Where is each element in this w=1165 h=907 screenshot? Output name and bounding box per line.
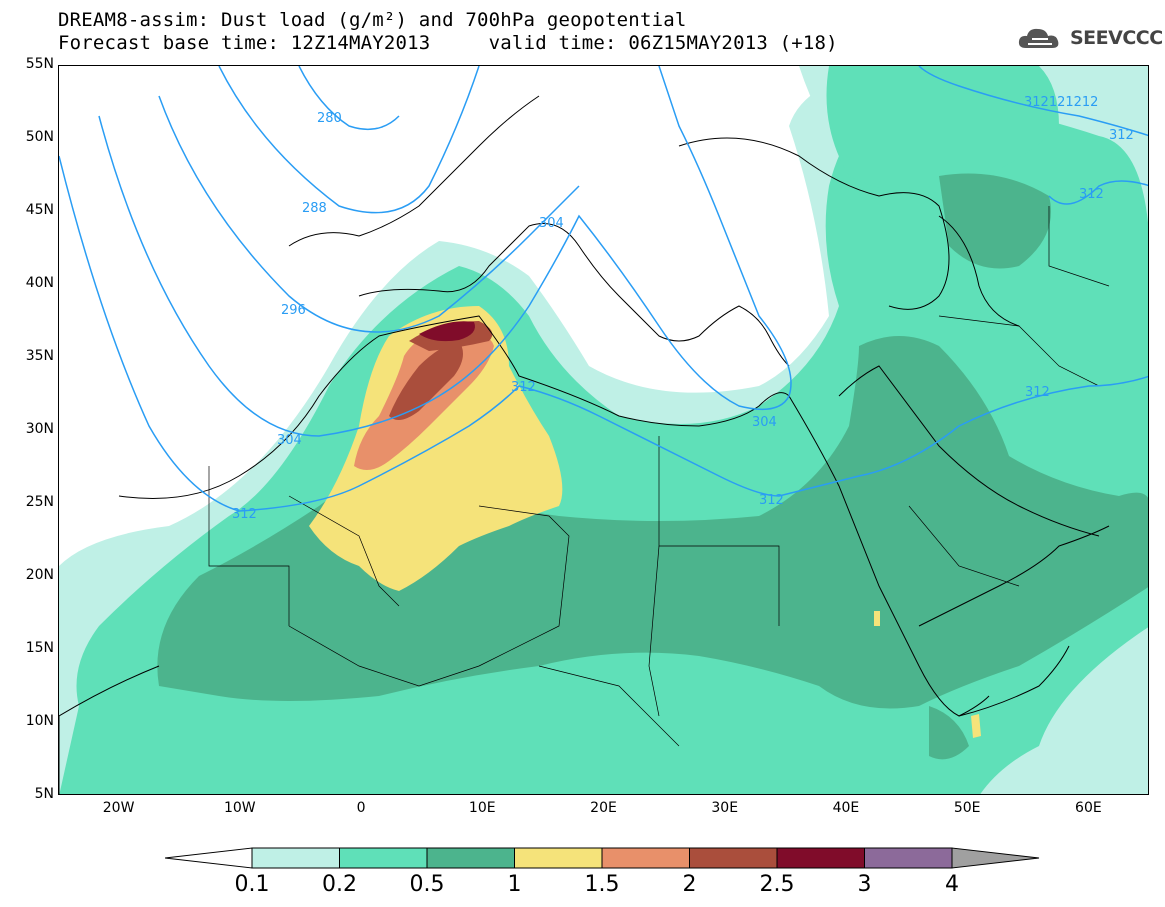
lat-label: 15N xyxy=(25,640,54,656)
lon-label: 40E xyxy=(832,800,860,816)
contour-label-304: 304 xyxy=(277,433,302,448)
dust-layer-0-5 xyxy=(157,173,1148,760)
country-borders xyxy=(208,206,1110,747)
contour-label-312: 312 xyxy=(1109,128,1134,143)
lat-label: 10N xyxy=(25,713,54,729)
contour-label-312: 312 xyxy=(759,493,784,508)
forecast-time-line: Forecast base time: 12Z14MAY2013 valid t… xyxy=(58,33,838,53)
contour-label-288: 288 xyxy=(302,201,327,216)
dust-map: 280 288 296 304 304 304 312 312 312 312 … xyxy=(59,66,1148,794)
lon-label: 10E xyxy=(468,800,496,816)
colorbar-label: 2 xyxy=(682,872,697,897)
lon-label: 50E xyxy=(953,800,981,816)
lat-label: 55N xyxy=(25,56,54,72)
colorbar-segment xyxy=(601,847,690,869)
lat-label: 30N xyxy=(25,421,54,437)
colorbar-label: 3 xyxy=(857,872,872,897)
colorbar-segment xyxy=(514,847,603,869)
colorbar-label: 4 xyxy=(945,872,959,897)
colorbar-label: 0.5 xyxy=(409,872,445,897)
contour-label-304: 304 xyxy=(539,216,564,231)
contour-label-296: 296 xyxy=(281,303,306,318)
cloud-icon xyxy=(1018,28,1059,48)
contour-label-312: 312 xyxy=(1025,385,1050,400)
colorbar-label: 1 xyxy=(507,872,522,897)
colorbar-label: 0.1 xyxy=(234,872,270,897)
colorbar-label: 2.5 xyxy=(759,872,795,897)
lon-label: 0 xyxy=(356,800,366,816)
colorbar-segment xyxy=(864,847,953,869)
lon-label: 20E xyxy=(590,800,617,816)
base-time-label: Forecast base time: 12Z14MAY2013 xyxy=(58,32,431,54)
lat-label: 35N xyxy=(25,348,54,364)
contour-label-312: 312 xyxy=(1079,187,1104,202)
geopotential-contours xyxy=(59,66,1148,512)
lon-label: 10W xyxy=(223,800,256,816)
logo-text: SEEVCCC xyxy=(1070,27,1163,49)
colorbar-segment xyxy=(251,847,340,869)
lat-label: 40N xyxy=(25,275,54,291)
map-title: DREAM8-assim: Dust load (g/m²) and 700hP… xyxy=(58,9,687,31)
lat-label: 45N xyxy=(25,202,54,218)
contour-label-312: 312 xyxy=(511,380,536,395)
lat-label: 25N xyxy=(25,494,54,510)
lon-label: 20W xyxy=(102,800,135,816)
seevccc-logo: SEEVCCC xyxy=(1016,24,1163,52)
colorbar-label: 1.5 xyxy=(584,872,620,897)
colorbar-label: 0.2 xyxy=(322,872,357,897)
colorbar-segment xyxy=(776,847,865,869)
colorbar-over-triangle xyxy=(951,847,1040,869)
dust-layer-1 xyxy=(309,306,981,738)
lon-label: 30E xyxy=(711,800,739,816)
contour-label-312121212: 312121212 xyxy=(1024,95,1098,110)
dust-layer-2-5 xyxy=(419,321,475,342)
map-panel: 280 288 296 304 304 304 312 312 312 312 … xyxy=(58,65,1149,795)
colorbar-segment xyxy=(339,847,428,869)
colorbar-segment xyxy=(426,847,515,869)
colorbar-under-triangle xyxy=(165,847,253,869)
contour-label-304: 304 xyxy=(752,415,777,430)
valid-time-label: valid time: 06Z15MAY2013 (+18) xyxy=(488,32,838,54)
contour-label-280: 280 xyxy=(317,111,342,126)
lat-label: 50N xyxy=(25,129,54,145)
contour-labels: 280 288 296 304 304 304 312 312 312 312 … xyxy=(232,95,1134,522)
lat-label: 20N xyxy=(25,567,54,583)
coastlines xyxy=(59,95,1110,794)
contour-label-312: 312 xyxy=(232,507,257,522)
colorbar xyxy=(165,847,1040,869)
lon-label: 60E xyxy=(1075,800,1102,816)
colorbar-segment xyxy=(689,847,778,869)
lat-label: 5N xyxy=(34,786,54,802)
